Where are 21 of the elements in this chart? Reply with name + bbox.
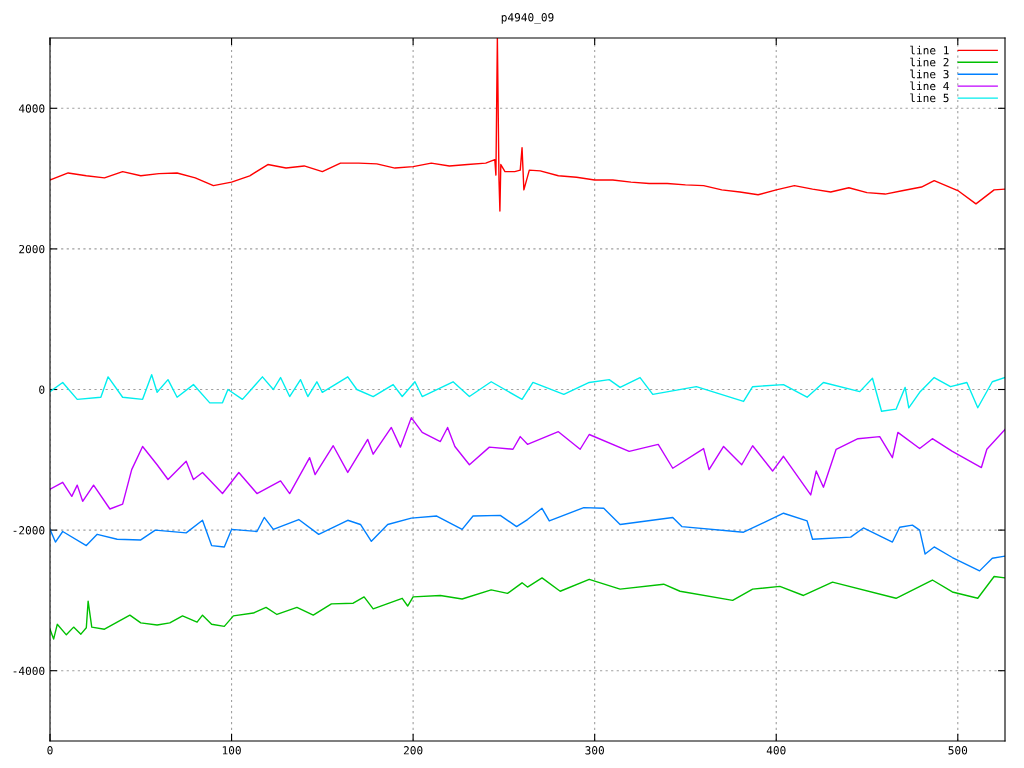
x-tick-label: 500	[948, 746, 968, 755]
line-series	[50, 374, 1005, 412]
x-tick-label: 300	[585, 746, 604, 755]
line-series	[50, 575, 1005, 640]
legend-label: line 5	[910, 93, 949, 103]
line-series	[50, 506, 1005, 572]
legend-label: line 1	[910, 45, 949, 55]
x-tick-label: 0	[47, 746, 53, 755]
y-tick-label: -4000	[13, 666, 45, 676]
y-tick-label: 4000	[18, 104, 45, 113]
x-tick-label: 100	[222, 746, 241, 755]
line-series	[50, 416, 1005, 510]
chart-title: p4940_09	[501, 13, 554, 24]
x-tick-label: 200	[403, 746, 423, 755]
legend-label: line 4	[910, 81, 949, 91]
y-tick-label: 0	[39, 385, 45, 394]
legend-label: line 3	[910, 69, 949, 79]
y-tick-label: 2000	[19, 244, 45, 254]
y-tick-label: -2000	[13, 526, 45, 535]
x-tick-label: 400	[766, 746, 786, 755]
legend-label: line 2	[910, 57, 949, 67]
